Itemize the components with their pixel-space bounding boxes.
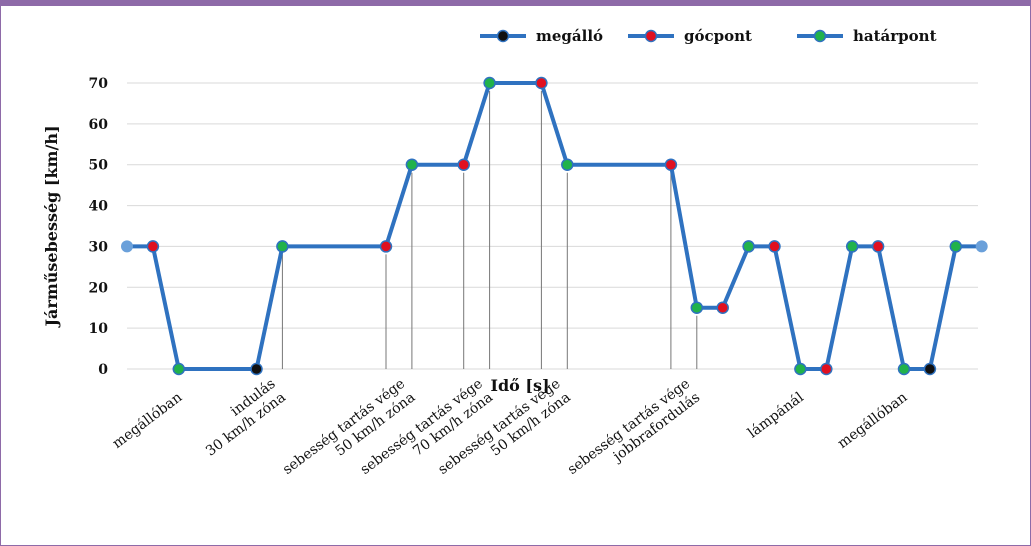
- y-tick-label: 10: [89, 321, 109, 337]
- y-tick-label: 30: [89, 239, 109, 255]
- data-point: [405, 158, 419, 171]
- data-point: [172, 362, 186, 376]
- data-point: [820, 362, 833, 376]
- y-tick-labels: 0 10 20 30 40 50 60 70: [89, 76, 109, 378]
- data-point: [794, 362, 807, 376]
- legend-swatch-marker: [644, 29, 658, 43]
- data-point: [768, 240, 781, 253]
- data-point: [664, 158, 678, 171]
- marker-lines: [281, 91, 698, 369]
- y-tick-label: 40: [89, 199, 109, 215]
- annotation-line: lámpánál: [745, 389, 807, 441]
- legend-item: megálló: [480, 27, 603, 45]
- annotation-line: megállóban: [110, 389, 186, 451]
- legend-label: határpont: [853, 27, 937, 45]
- data-point: [716, 301, 729, 314]
- data-point: [897, 362, 911, 376]
- legend-item: határpont: [797, 27, 937, 45]
- data-point: [690, 301, 704, 314]
- data-point: [250, 362, 263, 376]
- data-point: [276, 240, 289, 253]
- data-point: [146, 240, 160, 253]
- y-tick-label: 70: [89, 76, 109, 92]
- data-point: [871, 240, 885, 253]
- x-annotation: megállóban: [835, 389, 911, 451]
- x-annotation: megállóban: [110, 389, 186, 451]
- grid-lines: [127, 82, 978, 370]
- data-point: [457, 158, 470, 171]
- annotation-line: sebesség tartás vége: [565, 376, 693, 478]
- y-tick-label: 20: [89, 280, 109, 296]
- data-point: [121, 240, 133, 253]
- legend-label: megálló: [536, 27, 603, 45]
- data-point: [949, 240, 963, 253]
- legend-swatch-marker: [496, 29, 510, 43]
- speed-line: [127, 81, 982, 371]
- data-point: [845, 240, 859, 253]
- data-point: [975, 240, 988, 253]
- y-axis-title: Járműsebesség [km/h]: [42, 125, 61, 328]
- data-point: [535, 76, 548, 90]
- data-point: [561, 158, 574, 171]
- data-point: [483, 76, 496, 90]
- data-point: [742, 240, 755, 253]
- data-point: [379, 240, 393, 253]
- y-tick-label: 60: [89, 117, 109, 133]
- data-point: [923, 362, 937, 376]
- annotation-line: megállóban: [835, 389, 911, 451]
- y-tick-label: 0: [98, 362, 108, 378]
- y-tick-label: 50: [89, 158, 109, 174]
- speed-series: [121, 76, 988, 376]
- annotation-line: sebesség tartás vége: [280, 376, 408, 478]
- x-annotation: lámpánál: [745, 389, 807, 441]
- legend-swatch-marker: [813, 29, 827, 43]
- legend-label: gócpont: [684, 27, 752, 45]
- legend-item: gócpont: [628, 27, 752, 45]
- legend: megálló gócpont határpont: [480, 27, 937, 45]
- x-axis-title: Idő [s]: [490, 376, 549, 395]
